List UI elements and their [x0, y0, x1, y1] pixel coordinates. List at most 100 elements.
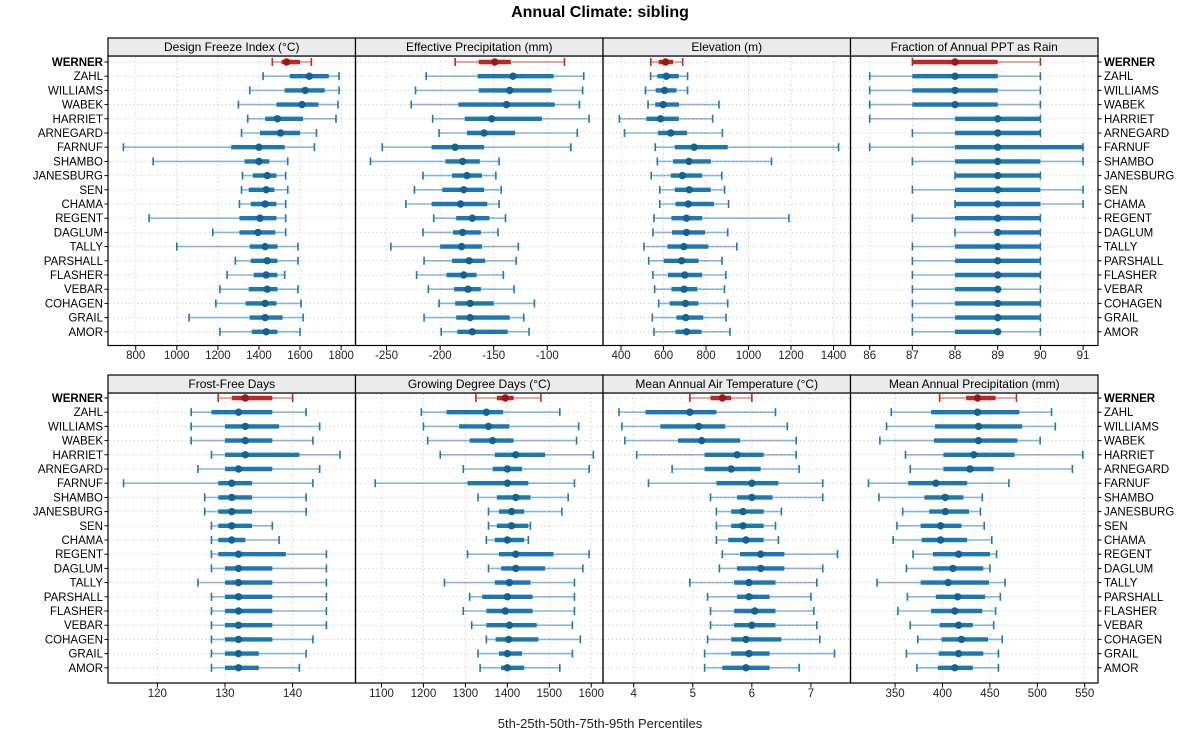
data-row-wabek — [647, 100, 720, 109]
median-dot — [994, 313, 1002, 322]
station-label-right: WERNER — [1104, 57, 1156, 69]
data-row-werner — [650, 58, 684, 66]
median-dot — [234, 578, 243, 587]
station-label-left: WERNER — [52, 393, 104, 405]
station-label-left: COHAGEN — [45, 634, 103, 646]
data-row-wabek — [879, 436, 1041, 445]
data-row-chama — [954, 200, 1084, 208]
data-row-williams — [868, 86, 1042, 95]
median-dot — [234, 408, 243, 416]
station-label-right: WABEK — [1104, 100, 1145, 112]
data-row-harriet — [210, 450, 341, 459]
station-label-left: ARNEGARD — [38, 464, 103, 476]
median-dot — [241, 394, 249, 402]
median-dot — [261, 200, 269, 208]
median-dot — [234, 635, 243, 644]
median-dot — [506, 86, 514, 95]
axis-tick-label: 400 — [611, 350, 630, 362]
axis-tick-label: 1000 — [736, 350, 762, 362]
data-row-chama — [485, 536, 530, 544]
station-label-left: WILLIAMS — [48, 421, 103, 433]
median-dot — [504, 635, 513, 644]
median-dot — [273, 115, 282, 123]
data-row-werner — [217, 394, 294, 402]
data-row-vebar — [911, 285, 1042, 294]
data-row-zahl — [649, 72, 689, 81]
data-row-arnegard — [623, 129, 724, 137]
median-dot — [468, 214, 476, 222]
axis-tick-label: 1300 — [453, 688, 479, 700]
station-label-left: FARNUF — [57, 142, 103, 154]
station-label-left: DAGLUM — [54, 227, 103, 239]
station-label-right: GRAIL — [1104, 313, 1139, 325]
station-label-right: COHAGEN — [1104, 634, 1162, 646]
median-dot — [234, 621, 243, 629]
data-row-werner — [689, 394, 753, 402]
data-row-grail — [703, 649, 836, 658]
data-row-arnegard — [671, 465, 800, 473]
station-label-left: VEBAR — [64, 284, 103, 296]
median-dot — [463, 171, 471, 180]
median-dot — [241, 436, 249, 445]
median-dot — [276, 129, 285, 137]
station-label-right: ARNEGARD — [1104, 464, 1169, 476]
data-row-arnegard — [909, 465, 1074, 473]
data-row-grail — [911, 313, 1042, 322]
data-row-sen — [413, 185, 503, 194]
axis-tick-label: 1400 — [495, 688, 521, 700]
median-dot — [757, 550, 765, 558]
median-dot — [234, 649, 243, 658]
data-row-farnuf — [122, 143, 316, 152]
data-row-flasher — [415, 271, 505, 279]
median-dot — [466, 313, 474, 322]
median-dot — [298, 100, 306, 109]
median-dot — [468, 328, 476, 336]
median-dot — [254, 228, 262, 237]
median-dot — [660, 86, 669, 95]
data-row-sen — [896, 521, 986, 530]
station-label-right: CHAMA — [1104, 199, 1146, 211]
data-row-arnegard — [438, 129, 579, 137]
data-row-zahl — [420, 408, 561, 417]
median-dot — [512, 451, 520, 459]
station-label-right: COHAGEN — [1104, 298, 1162, 310]
axis-tick-label: -250 — [375, 350, 398, 362]
axis-tick-label: 450 — [980, 688, 999, 700]
median-dot — [994, 257, 1002, 265]
axis-tick-label: 1200 — [778, 350, 804, 362]
median-dot — [932, 479, 940, 487]
data-row-amor — [479, 663, 561, 672]
median-dot — [228, 522, 236, 530]
median-dot — [228, 507, 236, 516]
data-row-amor — [440, 327, 530, 336]
data-row-werner — [454, 58, 566, 66]
median-dot — [949, 564, 957, 573]
median-dot — [261, 299, 269, 308]
data-row-parshall — [210, 592, 328, 601]
panel-header-title: Mean Annual Precipitation (mm) — [889, 377, 1060, 391]
median-dot — [951, 100, 959, 109]
station-label-left: TALLY — [70, 242, 104, 254]
data-row-parshall — [706, 592, 812, 601]
station-label-right: WILLIAMS — [1104, 85, 1159, 97]
panel-design-freeze-index-c-: 800 1000 1200 1400 1600 1800 Design Freeze Ind… — [107, 37, 357, 362]
median-dot — [694, 422, 703, 431]
median-dot — [228, 536, 236, 544]
data-row-williams — [422, 422, 580, 431]
station-label-right: VEBAR — [1104, 284, 1143, 296]
median-dot — [458, 157, 467, 166]
data-row-regent — [721, 550, 839, 559]
data-row-chama — [405, 200, 500, 208]
median-dot — [739, 522, 747, 530]
data-row-daglum — [210, 564, 328, 573]
station-label-left: WABEK — [62, 100, 103, 112]
axis-tick-label: 400 — [933, 688, 952, 700]
data-row-regent — [653, 214, 790, 223]
median-dot — [501, 607, 509, 615]
data-row-regent — [432, 214, 507, 223]
median-dot — [954, 621, 963, 629]
station-label-right: HARRIET — [1104, 114, 1154, 126]
data-row-janesburg — [650, 171, 723, 180]
data-row-shambo — [656, 157, 773, 166]
